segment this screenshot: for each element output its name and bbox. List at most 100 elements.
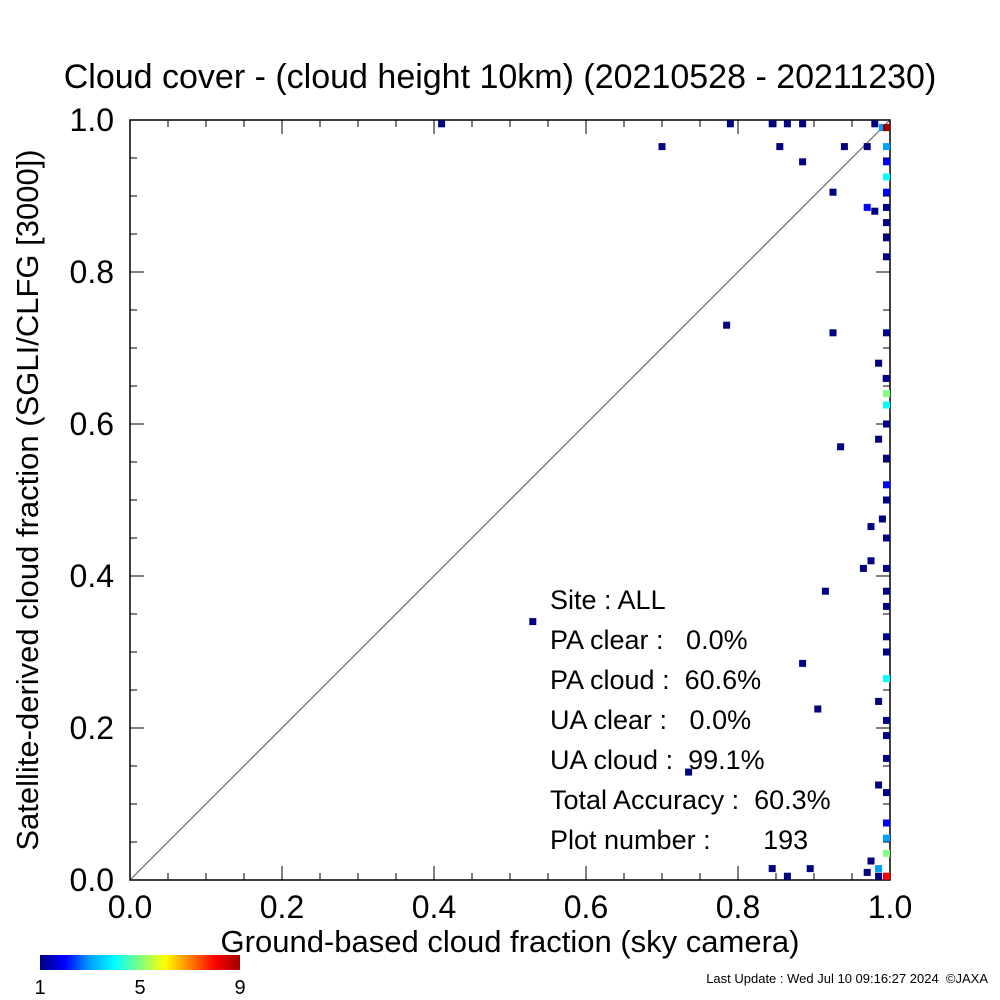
heatmap-cell [726,120,734,128]
heatmap-cell [883,454,890,462]
stats-pa-clear: PA clear : 0.0% [550,625,748,655]
chart-title: Cloud cover - (cloud height 10km) (20210… [64,58,937,96]
one-to-one-line [129,119,891,881]
stats-plot-number: Plot number : 193 [550,825,808,855]
heatmap-cell [783,120,791,128]
heatmap-cell [768,865,776,873]
heatmap-cell [883,219,890,227]
heatmap-cell [821,587,829,595]
heatmap-cell [768,120,776,128]
stats-site: Site : ALL [550,585,666,615]
heatmap-cell [878,515,886,523]
heatmap-cell [883,390,890,398]
heatmap-cell [883,124,890,132]
heatmap-cell [723,321,731,329]
y-tick-label: 0.4 [70,558,114,594]
heatmap-cell [883,158,890,166]
y-tick-label: 0.6 [70,406,114,442]
heatmap-cell [799,120,807,128]
x-tick-label: 1.0 [868,889,912,925]
y-tick-label: 1.0 [70,102,114,138]
y-tick-label: 0.0 [70,862,114,898]
heatmap-cells [438,120,890,880]
heatmap-cell [878,124,886,132]
heatmap-cell [529,618,537,626]
heatmap-cell [883,716,890,724]
heatmap-cell [867,557,875,565]
heatmap-cell [883,754,890,762]
x-tick-label: 0.6 [564,889,608,925]
y-tick-labels: 0.0 0.2 0.4 0.6 0.8 1.0 [70,102,114,898]
heatmap-cell [806,865,814,873]
heatmap-cell [685,768,693,776]
heatmap-cell [883,732,890,740]
heatmap-cell [883,633,890,641]
x-tick-label: 0.8 [716,889,760,925]
heatmap-cell [883,587,890,595]
stats-ua-clear: UA clear : 0.0% [550,705,751,735]
heatmap-cell [875,697,883,705]
heatmap-cell [883,143,890,151]
heatmap-cell [829,188,837,196]
y-tick-label: 0.2 [70,710,114,746]
heatmap-cell [875,435,883,443]
heatmap-cell [883,819,890,827]
heatmap-cell [883,849,890,857]
heatmap-cell [776,143,784,151]
heatmap-cell [799,659,807,667]
heatmap-cell [883,602,890,610]
x-tick-label: 0.2 [260,889,304,925]
heatmap-cell [867,523,875,531]
x-tick-label: 0.4 [412,889,456,925]
stats-total-accuracy: Total Accuracy : 60.3% [550,785,831,815]
axis-ticks [129,119,891,881]
heatmap-cell [883,789,890,797]
heatmap-cell [883,564,890,572]
heatmap-cell [883,203,890,211]
heatmap-cell [871,207,879,215]
stats-pa-cloud: PA cloud : 60.6% [550,665,761,695]
colorbar [40,955,240,970]
heatmap-cell [814,705,822,713]
last-update-text: Last Update : Wed Jul 10 09:16:27 2024 ©… [706,971,988,986]
y-axis-label: Satellite-derived cloud fraction (SGLI/C… [10,149,45,850]
x-axis-label: Ground-based cloud fraction (sky camera) [221,924,800,959]
colorbar-min-label: 1 [34,977,45,999]
heatmap-cell [875,872,883,880]
heatmap-cell [883,420,890,428]
heatmap-cell [658,143,666,151]
heatmap-cell [863,143,871,151]
stats-annotation: Site : ALL PA clear : 0.0% PA cloud : 60… [550,585,831,855]
heatmap-cell [875,865,883,873]
x-tick-labels: 0.0 0.2 0.4 0.6 0.8 1.0 [108,889,912,925]
heatmap-cell [883,534,890,542]
heatmap-cell [799,158,807,166]
stats-ua-cloud: UA cloud : 99.1% [550,745,765,775]
heatmap-cell [883,834,890,842]
colorbar-mid-label: 5 [134,977,145,999]
heatmap-cell [883,648,890,656]
heatmap-cell [882,374,890,382]
heatmap-cell [883,872,890,880]
heatmap-cell [883,253,890,261]
heatmap-cell [829,329,837,337]
x-tick-label: 0.0 [108,889,152,925]
colorbar-max-label: 9 [234,977,245,999]
heatmap-cell [883,496,890,504]
heatmap-cell [840,143,848,151]
heatmap-cell [883,188,890,196]
heatmap-cell [438,120,446,128]
heatmap-cell [883,173,890,181]
heatmap-cell [863,203,871,211]
heatmap-cell [837,443,845,451]
y-tick-label: 0.8 [70,254,114,290]
heatmap-cell [859,564,867,572]
heatmap-cell [883,401,890,409]
heatmap-cell [867,857,875,865]
heatmap-cell [883,329,890,337]
heatmap-cell [871,120,879,128]
heatmap-cell [883,481,890,489]
heatmap-cell [875,781,883,789]
heatmap-cell [863,868,871,876]
